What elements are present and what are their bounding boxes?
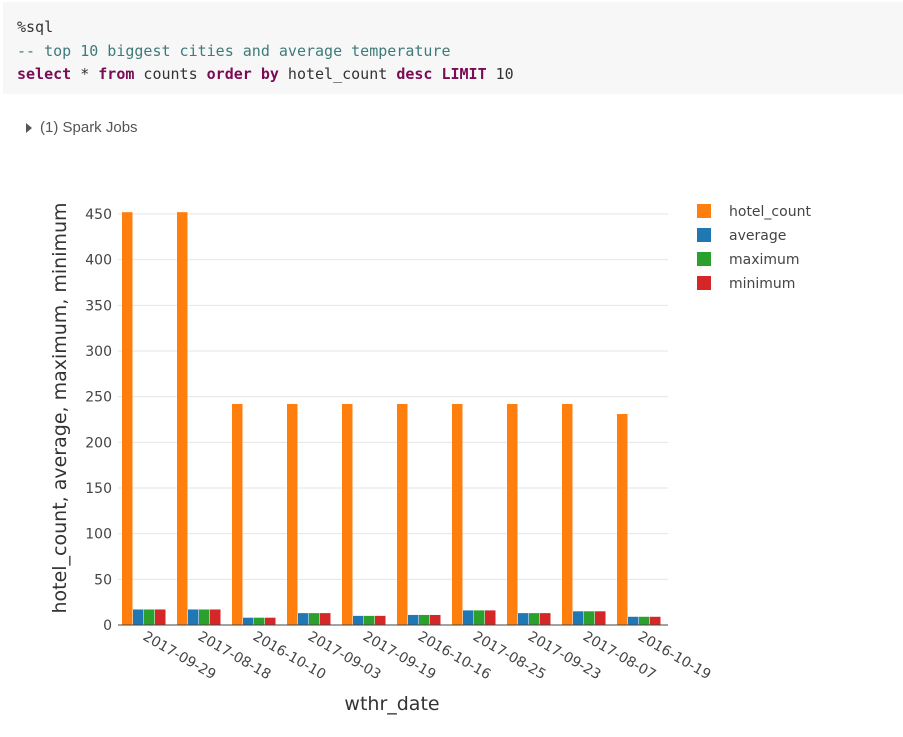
code-token: select xyxy=(17,65,72,83)
bar-minimum xyxy=(210,609,221,625)
code-token: LIMIT xyxy=(441,65,487,83)
y-tick-label: 100 xyxy=(85,527,112,543)
y-tick-label: 150 xyxy=(85,481,112,497)
bar-average xyxy=(408,614,419,625)
bar-maximum xyxy=(419,614,430,625)
y-tick-label: 250 xyxy=(85,390,112,406)
code-line: select * from counts order by hotel_coun… xyxy=(17,63,903,87)
bar-hotel_count xyxy=(232,403,243,625)
legend-label: minimum xyxy=(729,276,795,292)
bar-hotel_count xyxy=(562,403,573,625)
legend-swatch xyxy=(697,228,711,242)
bar-maximum xyxy=(364,615,375,625)
legend-swatch xyxy=(697,252,711,266)
x-axis-title: wthr_date xyxy=(344,693,439,715)
y-tick-label: 350 xyxy=(85,298,112,314)
code-token: * xyxy=(71,65,99,83)
bar-hotel_count xyxy=(507,403,518,625)
bar-average xyxy=(133,609,144,625)
legend-label: maximum xyxy=(729,252,800,268)
bar-minimum xyxy=(485,610,496,625)
bar-hotel_count xyxy=(342,403,353,625)
bar-maximum xyxy=(254,617,265,625)
code-token: desc xyxy=(396,65,433,83)
code-token: 10 xyxy=(486,65,514,83)
bar-average xyxy=(628,616,639,625)
bar-minimum xyxy=(540,613,551,625)
bar-minimum xyxy=(265,617,276,625)
bar-maximum xyxy=(529,613,540,625)
bar-hotel_count xyxy=(617,414,628,625)
y-tick-label: 0 xyxy=(103,618,112,634)
bar-hotel_count xyxy=(452,403,463,625)
y-tick-label: 400 xyxy=(85,253,112,269)
legend-label: hotel_count xyxy=(729,204,811,220)
bar-average xyxy=(518,613,529,625)
bar-minimum xyxy=(430,614,441,625)
bar-hotel_count xyxy=(122,212,133,625)
y-tick-label: 300 xyxy=(85,344,112,360)
bar-maximum xyxy=(474,610,485,625)
bar-maximum xyxy=(639,616,650,625)
code-token: -- top 10 biggest cities and average tem… xyxy=(17,41,451,60)
bar-maximum xyxy=(309,613,320,625)
y-axis-title: hotel_count, average, maximum, minimum xyxy=(49,202,71,613)
bar-average xyxy=(298,613,309,625)
code-token: counts xyxy=(134,65,207,83)
y-tick-label: 450 xyxy=(85,207,112,223)
code-line: %sql xyxy=(17,16,903,40)
y-tick-label: 50 xyxy=(94,572,112,588)
bar-average xyxy=(188,609,199,625)
bar-hotel_count xyxy=(177,212,188,625)
bar-average xyxy=(573,611,584,625)
code-line: -- top 10 biggest cities and average tem… xyxy=(17,40,903,64)
bar-maximum xyxy=(199,609,210,625)
bar-minimum xyxy=(375,615,386,625)
bar-minimum xyxy=(650,616,661,625)
y-tick-label: 200 xyxy=(85,435,112,451)
spark-jobs-toggle[interactable]: (1) Spark Jobs xyxy=(26,119,138,136)
legend-swatch xyxy=(697,204,711,218)
sql-code-cell[interactable]: %sql -- top 10 biggest cities and average… xyxy=(3,2,903,94)
bar-average xyxy=(463,610,474,625)
legend-label: average xyxy=(729,228,786,244)
spark-jobs-label: (1) Spark Jobs xyxy=(40,119,138,136)
bar-minimum xyxy=(155,609,166,625)
legend-swatch xyxy=(697,276,711,290)
bar-hotel_count xyxy=(397,403,408,625)
bar-minimum xyxy=(320,613,331,625)
bar-maximum xyxy=(584,611,595,625)
bar-average xyxy=(243,617,254,625)
code-token: %sql xyxy=(17,18,54,36)
expand-triangle-icon xyxy=(26,122,32,133)
bar-average xyxy=(353,615,364,625)
bar-hotel_count xyxy=(287,403,298,625)
code-token: from xyxy=(98,65,135,83)
code-token: hotel_count xyxy=(278,65,397,83)
bar-chart: 0501001502002503003504004502017-09-29201… xyxy=(49,202,811,715)
bar-maximum xyxy=(144,609,155,625)
bar-minimum xyxy=(595,611,606,625)
code-token: order by xyxy=(206,65,279,83)
